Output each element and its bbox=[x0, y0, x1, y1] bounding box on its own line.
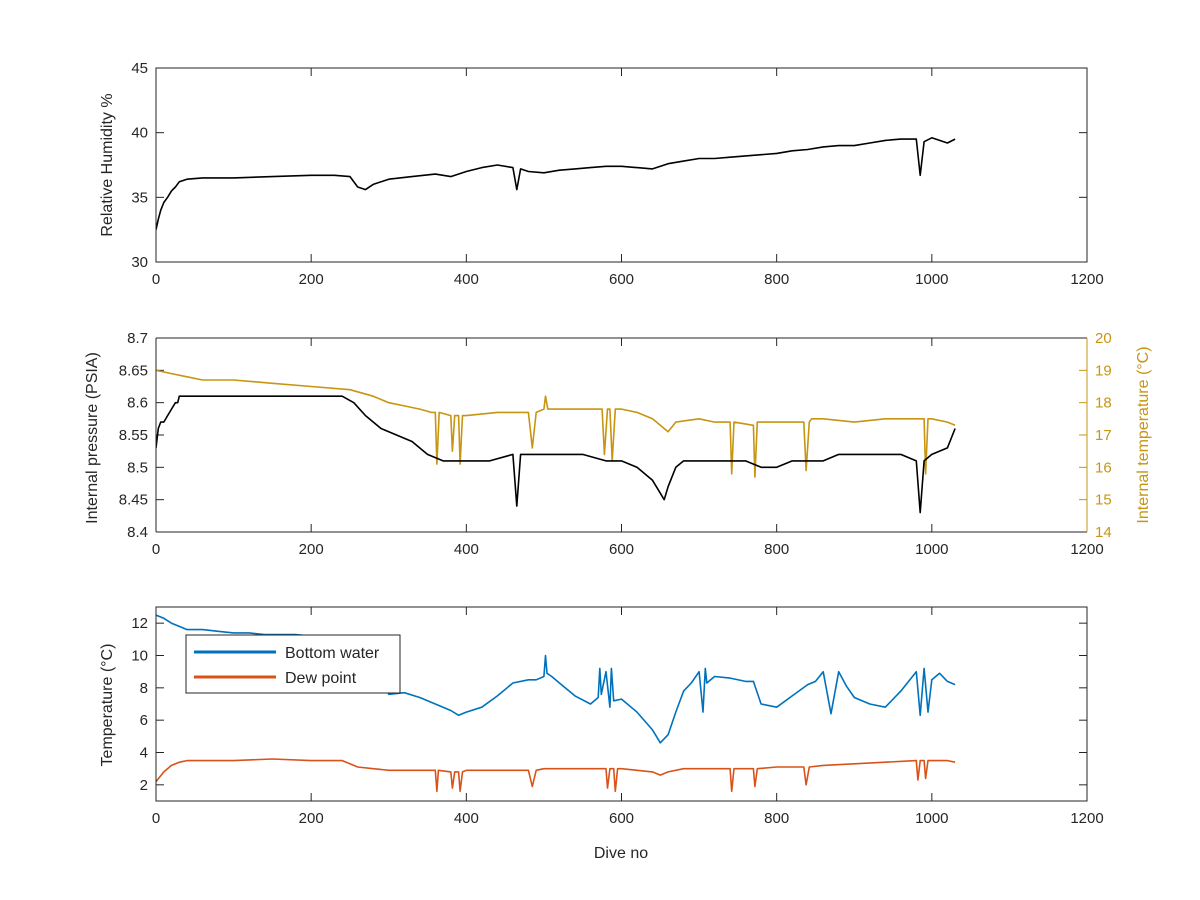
pressure-xtick-label: 800 bbox=[764, 541, 789, 558]
humidity-xtick-label: 0 bbox=[152, 271, 160, 288]
internal-temperature-line bbox=[156, 369, 956, 478]
legend-label-bottom-water: Bottom water bbox=[285, 645, 380, 662]
pressure-ytick-label: 8.65 bbox=[119, 362, 148, 379]
temperature-xtick-label: 600 bbox=[609, 810, 634, 827]
temperature-ytick-label: 4 bbox=[140, 745, 148, 762]
humidity-xtick-label: 800 bbox=[764, 271, 789, 288]
temperature-xtick-label: 1000 bbox=[915, 810, 948, 827]
temperature-ytick-label: 10 bbox=[131, 648, 148, 665]
pressure-xtick-label: 400 bbox=[454, 541, 479, 558]
pressure-ticks: 0 200 400 600 800 1000 1200 8.4 8.45 8.5 8.55 8.6 8.… bbox=[119, 330, 1112, 558]
dew-point-line bbox=[156, 758, 956, 793]
temperature-xtick-label: 400 bbox=[454, 810, 479, 827]
pressure-xtick-label: 200 bbox=[299, 541, 324, 558]
humidity-xtick-label: 200 bbox=[299, 271, 324, 288]
humidity-axes-box bbox=[155, 67, 1088, 263]
temperature-axes-box bbox=[155, 606, 1088, 802]
temperature-xtick-label: 0 bbox=[152, 810, 160, 827]
pressure-xtick-label: 0 bbox=[152, 541, 160, 558]
pressure-ylabel: Internal pressure (PSIA) bbox=[84, 352, 101, 524]
temperature-ylabel: Temperature (°C) bbox=[99, 644, 116, 767]
temperature-ytick-label: 6 bbox=[140, 712, 148, 729]
temperature-ytick-label: 12 bbox=[131, 615, 148, 632]
internal-temperature-ylabel: Internal temperature (°C) bbox=[1135, 346, 1152, 523]
pressure-panel: Internal pressure (PSIA) Internal temper… bbox=[84, 330, 1152, 558]
legend: Bottom water Dew point bbox=[185, 634, 401, 694]
legend-box bbox=[185, 634, 401, 694]
pressure-xtick-label: 1200 bbox=[1070, 541, 1103, 558]
legend-label-dew-point: Dew point bbox=[285, 670, 357, 687]
pressure-y2tick-label: 14 bbox=[1095, 524, 1112, 541]
temperature-xlabel: Dive no bbox=[594, 845, 648, 862]
temperature-xtick-label: 800 bbox=[764, 810, 789, 827]
humidity-ytick-label: 45 bbox=[131, 60, 148, 77]
pressure-y2tick-label: 17 bbox=[1095, 427, 1112, 444]
humidity-panel: Relative Humidity % 0 200 400 600 800 1000 120… bbox=[99, 60, 1104, 288]
pressure-y2tick-label: 20 bbox=[1095, 330, 1112, 347]
humidity-xtick-label: 400 bbox=[454, 271, 479, 288]
humidity-ytick-label: 40 bbox=[131, 125, 148, 142]
temperature-xtick-label: 200 bbox=[299, 810, 324, 827]
temperature-ticks: 0 200 400 600 800 1000 1200 2 4 6 8 10 12 bbox=[131, 607, 1104, 827]
pressure-y2tick-label: 16 bbox=[1095, 459, 1112, 476]
humidity-ytick-label: 35 bbox=[131, 189, 148, 206]
temperature-panel: Temperature (°C) Dive no 0 200 400 600 800 10… bbox=[99, 606, 1104, 862]
pressure-ytick-label: 8.55 bbox=[119, 427, 148, 444]
pressure-y2tick-label: 15 bbox=[1095, 492, 1112, 509]
humidity-line bbox=[156, 137, 956, 230]
humidity-ytick-label: 30 bbox=[131, 254, 148, 271]
internal-pressure-line bbox=[156, 395, 956, 514]
humidity-xtick-label: 1200 bbox=[1070, 271, 1103, 288]
humidity-xtick-label: 600 bbox=[609, 271, 634, 288]
temperature-ytick-label: 2 bbox=[140, 777, 148, 794]
pressure-xtick-label: 1000 bbox=[915, 541, 948, 558]
temperature-ytick-label: 8 bbox=[140, 680, 148, 697]
pressure-y2tick-label: 19 bbox=[1095, 362, 1112, 379]
pressure-ytick-label: 8.5 bbox=[127, 459, 148, 476]
pressure-ytick-label: 8.6 bbox=[127, 395, 148, 412]
humidity-xtick-label: 1000 bbox=[915, 271, 948, 288]
temperature-xtick-label: 1200 bbox=[1070, 810, 1103, 827]
pressure-ytick-label: 8.4 bbox=[127, 524, 148, 541]
pressure-y2tick-label: 18 bbox=[1095, 395, 1112, 412]
pressure-ytick-label: 8.7 bbox=[127, 330, 148, 347]
pressure-ytick-label: 8.45 bbox=[119, 492, 148, 509]
humidity-ylabel: Relative Humidity % bbox=[99, 93, 116, 236]
pressure-xtick-label: 600 bbox=[609, 541, 634, 558]
